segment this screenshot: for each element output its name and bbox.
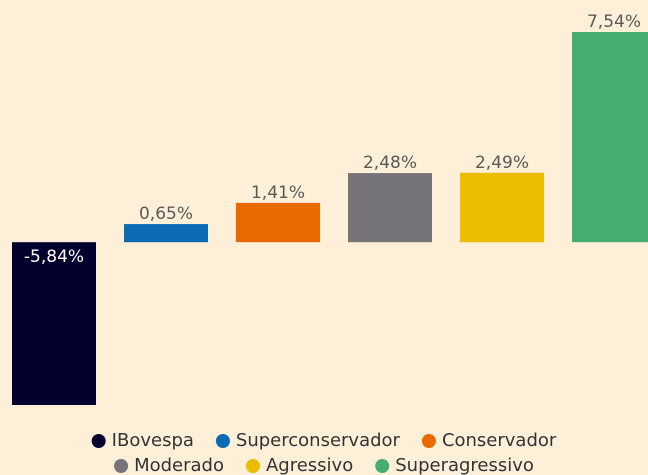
value-label: 2,49% <box>475 153 529 173</box>
value-label: 2,48% <box>363 153 417 173</box>
legend-label: Superconservador <box>236 430 401 451</box>
value-label: 7,54% <box>587 12 641 32</box>
value-label: 1,41% <box>251 183 305 203</box>
bar <box>12 242 96 405</box>
legend-label: IBovespa <box>112 430 194 451</box>
legend-marker <box>91 434 106 448</box>
bar <box>348 173 432 243</box>
legend-marker <box>375 459 390 473</box>
value-label: 0,65% <box>139 204 193 224</box>
legend-marker <box>114 459 129 473</box>
legend-label: Conservador <box>442 430 557 451</box>
legend-label: Agressivo <box>266 455 353 475</box>
legend-label: Moderado <box>134 455 224 475</box>
legend-marker <box>421 434 436 448</box>
bar <box>572 32 648 243</box>
legend-marker <box>215 434 230 448</box>
bar <box>124 224 208 243</box>
bar <box>460 172 544 243</box>
legend-label: Superagressivo <box>395 455 534 475</box>
bar <box>236 202 320 243</box>
legend-marker <box>245 459 260 473</box>
value-label: -5,84% <box>24 247 84 267</box>
